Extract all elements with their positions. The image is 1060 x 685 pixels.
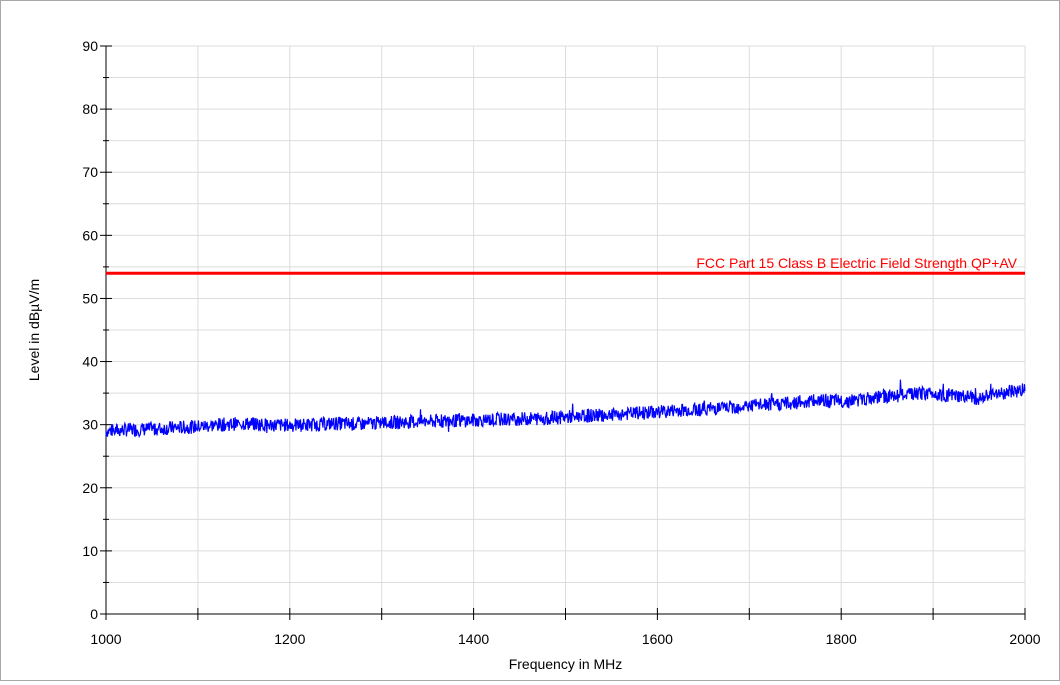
- x-tick-label: 1000: [90, 631, 121, 647]
- y-tick-label: 90: [82, 38, 98, 54]
- y-axis-ticks: 0 10 20 30 40 50 60 70 80 90: [82, 38, 112, 622]
- y-tick-label: 80: [82, 101, 98, 117]
- series-group: [105, 379, 1026, 439]
- x-tick-label: 1600: [642, 631, 673, 647]
- y-tick-label: 70: [82, 164, 98, 180]
- x-axis-label: Frequency in MHz: [509, 656, 623, 672]
- y-tick-label: 30: [82, 417, 98, 433]
- x-tick-label: 1200: [274, 631, 305, 647]
- y-tick-label: 10: [82, 543, 98, 559]
- y-tick-label: 50: [82, 290, 98, 306]
- grid-lines: [106, 45, 1026, 614]
- y-tick-label: 20: [82, 480, 98, 496]
- y-tick-label: 0: [90, 606, 98, 622]
- x-axis-ticks: 1000 1200 1400 1600 1800 2000: [90, 608, 1041, 647]
- y-tick-label: 40: [82, 354, 98, 370]
- limit-line-group: FCC Part 15 Class B Electric Field Stren…: [106, 255, 1025, 275]
- x-tick-label: 1400: [458, 631, 489, 647]
- y-tick-label: 60: [82, 227, 98, 243]
- x-tick-label: 2000: [1009, 631, 1040, 647]
- series-trace: [105, 379, 1026, 439]
- y-axis-label: Level in dBµV/m: [26, 279, 42, 381]
- x-tick-label: 1800: [826, 631, 857, 647]
- limit-line-label: FCC Part 15 Class B Electric Field Stren…: [696, 255, 1017, 271]
